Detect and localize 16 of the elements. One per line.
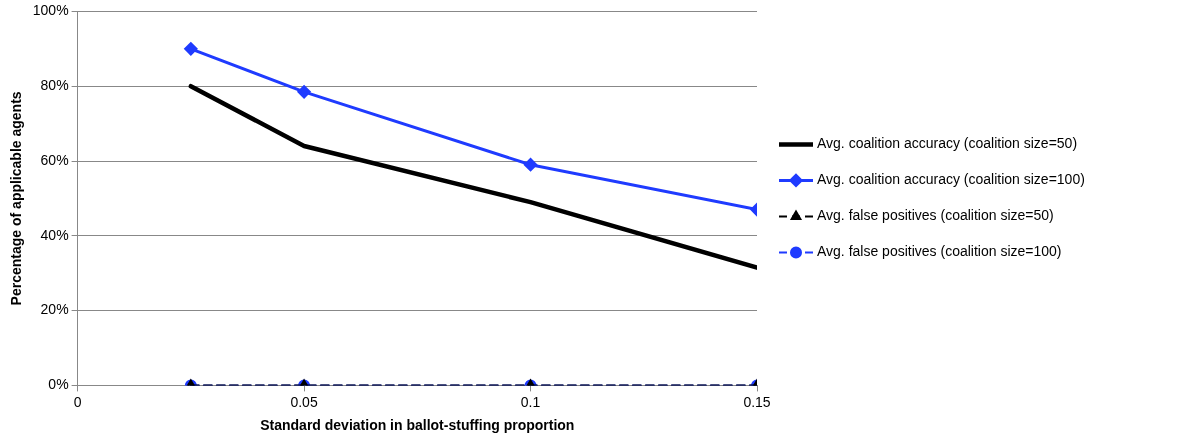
legend-label: Avg. coalition accuracy (coalition size=50) (817, 135, 1078, 152)
legend-label: Avg. false positives (coalition size=50) (817, 207, 1054, 224)
y-tick-label: 20% (40, 301, 69, 318)
y-tick-label: 0% (48, 376, 69, 393)
x-tick-label: 0.15 (743, 393, 771, 410)
y-tick-label: 80% (40, 77, 69, 94)
y-tick-label: 60% (40, 151, 69, 168)
legend-label: Avg. false positives (coalition size=100) (817, 243, 1062, 260)
y-axis-title: Percentage of applicable agents (8, 91, 25, 306)
x-tick-label: 0.1 (520, 393, 541, 410)
x-axis-title: Standard deviation in ballot-stuffing proportion (260, 417, 575, 434)
y-tick-label: 40% (40, 226, 69, 243)
legend-label: Avg. coalition accuracy (coalition size=100) (817, 171, 1085, 188)
x-tick-label: 0.05 (290, 393, 318, 410)
x-tick-label: 0 (73, 393, 82, 410)
y-tick-label: 100% (32, 2, 69, 19)
